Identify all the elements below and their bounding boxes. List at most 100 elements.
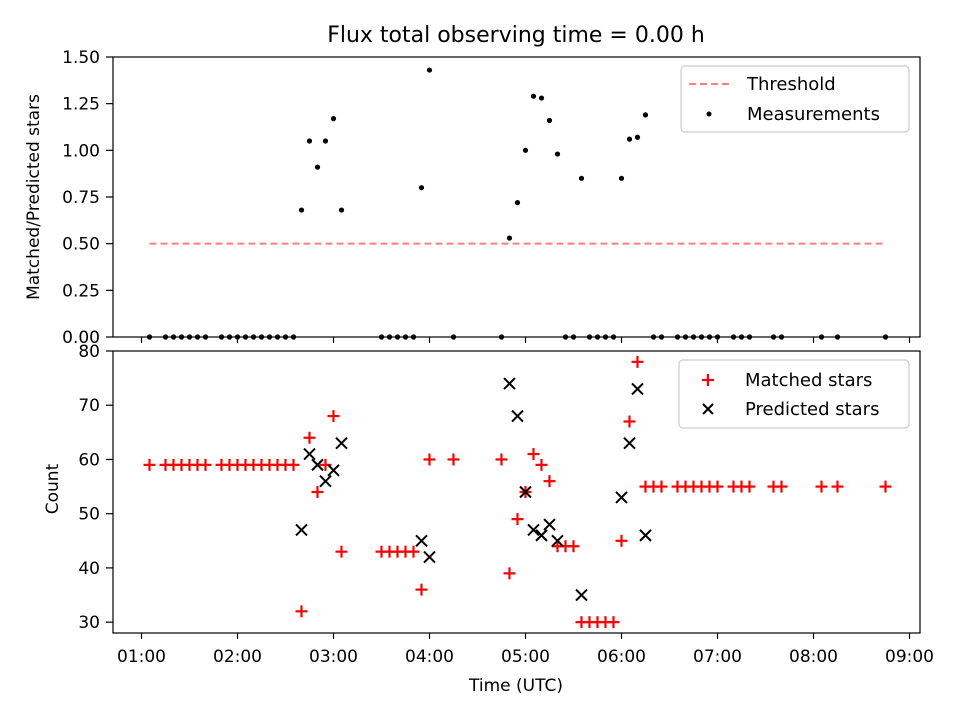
matched-star-point (511, 513, 524, 526)
matched-star-point (567, 540, 580, 553)
top-ytick-label: 0.25 (62, 281, 100, 301)
measurement-point (634, 134, 641, 140)
matched-star-point (423, 453, 436, 466)
top-ytick-label: 1.25 (62, 95, 100, 115)
measurement-point (322, 138, 329, 144)
bottom-xticks: 01:00 02:00 03:00 04:00 05:00 06:00 07:00 08:00… (117, 633, 934, 667)
measurement-point (554, 151, 561, 157)
bottom-axes-frame (112, 350, 921, 634)
measurement-point (530, 93, 537, 99)
matched-star-point (407, 545, 420, 558)
bottom-ytick-label: 70 (78, 396, 100, 416)
measurement-point (418, 185, 425, 191)
matched-star-point (615, 534, 628, 547)
predicted-star-point (623, 436, 636, 450)
measurement-point (338, 207, 345, 213)
predicted-star-point (615, 491, 628, 504)
matched-star-point (631, 355, 644, 368)
matched-star-point (199, 458, 212, 471)
legend-matched-swatch (702, 374, 714, 386)
legend-threshold-label: Threshold (746, 74, 836, 95)
predicted-star-point (575, 588, 588, 602)
bottom-xtick-label: 01:00 (117, 647, 166, 667)
bottom-ytick-label: 80 (78, 342, 100, 362)
matched-star-point (327, 410, 340, 423)
top-yticks: 0.00 0.25 0.50 0.75 1.00 1.25 1.50 (62, 48, 113, 348)
count-points (143, 355, 892, 629)
measurement-point (514, 200, 521, 206)
top-ylabel: Matched/Predicted stars (24, 94, 44, 300)
bottom-xlabel: Time (UTC) (468, 676, 563, 696)
top-ytick-label: 1.50 (62, 48, 100, 68)
matched-star-point (335, 545, 348, 558)
measurement-point (642, 112, 649, 118)
measurement-point (538, 95, 545, 101)
bottom-xtick-label: 09:00 (885, 647, 934, 667)
legend-matched-label: Matched stars (745, 370, 872, 391)
matched-star-point (303, 431, 316, 444)
predicted-star-point (327, 464, 340, 477)
predicted-star-point (527, 523, 540, 537)
measurement-point (578, 175, 585, 181)
bottom-ytick-label: 50 (78, 505, 100, 525)
bottom-ytick-label: 30 (78, 613, 100, 633)
matched-star-point (831, 480, 844, 493)
predicted-star-point (535, 529, 548, 542)
measurement-point (330, 116, 337, 122)
predicted-star-point (415, 534, 428, 548)
matched-star-point (311, 486, 324, 498)
bottom-legend: Matched stars Predicted stars (678, 359, 910, 429)
predicted-star-point (639, 529, 652, 542)
bottom-xtick-label: 06:00 (597, 647, 646, 667)
predicted-star-point (551, 534, 564, 548)
measurement-point (546, 117, 553, 124)
measurement-point (314, 164, 321, 170)
predicted-star-point (319, 474, 332, 488)
predicted-star-point (303, 447, 316, 461)
predicted-star-point (503, 377, 516, 390)
measurement-point (626, 136, 633, 142)
matched-star-point (295, 605, 308, 618)
matched-star-point (879, 480, 892, 493)
bottom-ytick-label: 60 (78, 450, 100, 470)
matched-star-point (543, 475, 556, 488)
measurement-point (522, 147, 529, 153)
bottom-yticks: 30 40 50 60 70 80 (78, 342, 113, 633)
matched-star-point (287, 458, 300, 471)
legend-predicted-label: Predicted stars (745, 399, 879, 420)
measurement-point (298, 207, 305, 213)
top-xticks (140, 337, 911, 343)
matched-star-point (607, 616, 620, 629)
bottom-ytick-label: 40 (78, 559, 100, 579)
bottom-xtick-label: 04:00 (405, 647, 454, 667)
bottom-xtick-label: 05:00 (501, 647, 550, 667)
bottom-panel: Count Time (UTC) 30 40 50 60 70 80 01:00 02:00… (43, 342, 934, 696)
predicted-star-point (519, 485, 532, 499)
measurement-point (506, 235, 513, 241)
legend-measurements-swatch (706, 111, 712, 117)
matched-star-point (495, 453, 508, 466)
top-ytick-label: 0.50 (62, 235, 100, 255)
matched-star-point (527, 448, 540, 461)
matched-star-point (623, 415, 636, 428)
top-legend: Threshold Measurements (680, 65, 910, 133)
matched-star-point (743, 480, 756, 493)
predicted-star-point (543, 518, 556, 531)
matched-star-point (775, 480, 788, 493)
bottom-legend-box (678, 359, 910, 429)
measurement-point (306, 138, 313, 144)
matched-star-point (711, 480, 724, 493)
top-ytick-label: 0.75 (62, 188, 100, 208)
predicted-star-point (423, 550, 436, 564)
predicted-star-point (335, 436, 348, 450)
predicted-star-point (311, 458, 324, 472)
predicted-star-point (295, 523, 308, 537)
matched-star-point (655, 480, 668, 493)
measurement-point (426, 67, 433, 73)
legend-measurements-label: Measurements (747, 104, 880, 125)
matched-star-point (319, 458, 332, 471)
legend-predicted-swatch (702, 403, 714, 415)
matched-star-point (503, 567, 516, 580)
bottom-xtick-label: 02:00 (213, 647, 262, 667)
